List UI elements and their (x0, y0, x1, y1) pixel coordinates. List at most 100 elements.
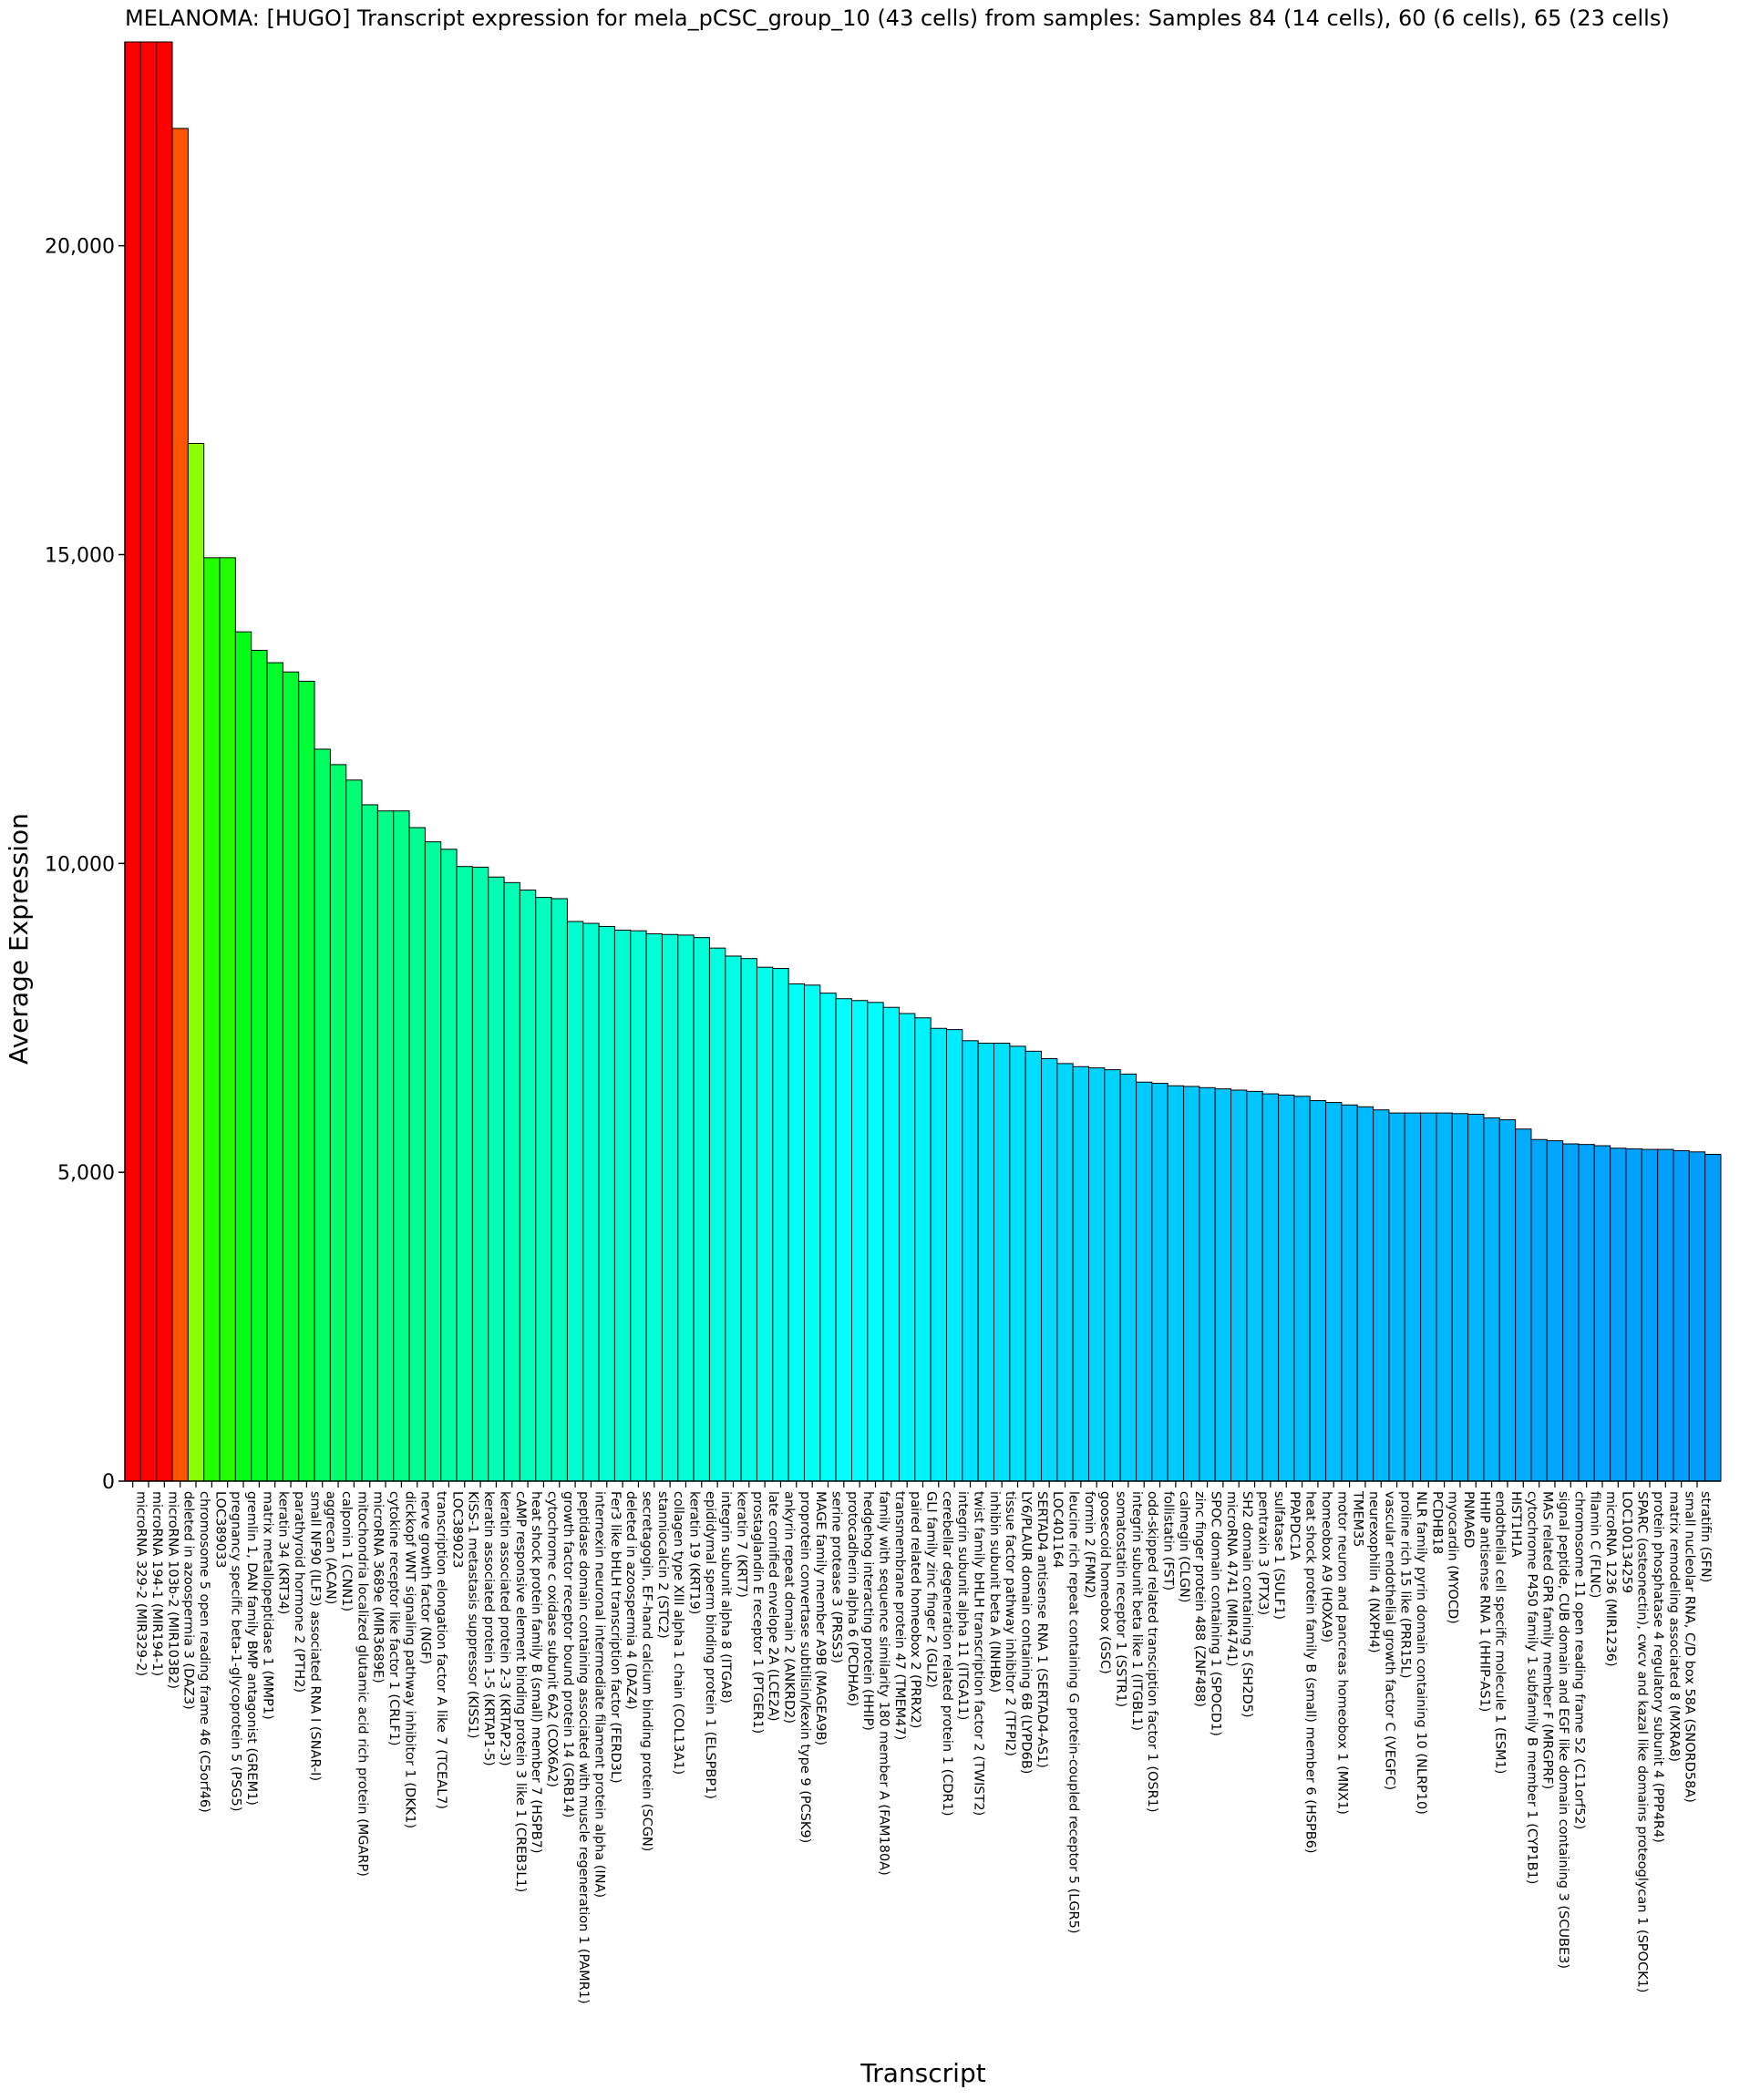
x-tick-label: LY6/PLAUR domain containing 6B (LYPD6B) (1019, 1491, 1034, 1774)
bar (1373, 1109, 1390, 1482)
x-tick-label: stratifin (SFN) (1698, 1491, 1713, 1582)
x-tick-label: collagen type XIII alpha 1 chain (COL13A… (671, 1491, 685, 1775)
x-tick-label: motor neuron and pancreas homeobox 1 (MN… (1334, 1491, 1349, 1815)
x-tick-label: family with sequence similarity 180 memb… (876, 1491, 890, 1876)
bar (566, 921, 584, 1482)
x-tick-label: pentraxin 3 (PTX3) (1256, 1491, 1271, 1615)
bar (598, 925, 615, 1482)
x-tick-label: Fer3 like bHLH transcription factor (FER… (608, 1491, 623, 1784)
x-tick-label: twist family bHLH transcription factor 2… (972, 1491, 986, 1816)
bar (1151, 1083, 1168, 1482)
bar (1673, 1149, 1690, 1482)
bar (1530, 1138, 1548, 1482)
bar (1546, 1140, 1564, 1482)
bar (1009, 1045, 1026, 1482)
x-tick-label: keratin 19 (KRT19) (686, 1491, 701, 1614)
x-tick-label: microRNA 1236 (MIR1236) (1603, 1491, 1618, 1667)
x-tick-label: follistatin (FST) (1161, 1491, 1176, 1590)
bar (345, 779, 363, 1482)
bar (424, 841, 442, 1482)
y-axis-ticks: 0 5,000 10,000 15,000 20,000 (45, 236, 125, 1494)
bar (946, 1029, 963, 1482)
bar (1214, 1088, 1232, 1482)
bar (1119, 1073, 1138, 1482)
bar (1230, 1089, 1248, 1482)
x-tick-label: inhibin subunit beta A (INHBA) (987, 1491, 1002, 1693)
x-tick-label: cytochrome c oxidase subunit 6A2 (COX6A2… (544, 1491, 559, 1787)
x-tick-label: PNMA6D (1461, 1491, 1476, 1548)
x-tick-label: transcription elongation factor A like 7… (434, 1491, 448, 1809)
bar (740, 958, 757, 1482)
x-tick-label: deleted in azoospermia 4 (DAZ4) (623, 1491, 638, 1710)
x-tick-label: integrin subunit alpha 11 (ITGA11) (955, 1491, 970, 1720)
x-tick-label: pregnancy specific beta-1-glycoprotein 5… (229, 1491, 243, 1812)
bar (1183, 1086, 1200, 1482)
bar (361, 804, 378, 1482)
x-tick-label: peptidase domain containing associated w… (576, 1491, 591, 2004)
bar (251, 650, 268, 1482)
y-tick-label: 0 (102, 1471, 115, 1494)
bars (124, 41, 1722, 1482)
y-tick-label: 15,000 (45, 544, 115, 567)
bar (456, 866, 473, 1482)
x-tick-label: parathyroid hormone 2 (PTH2) (292, 1491, 306, 1693)
y-axis-label: Average Expression (4, 813, 34, 1065)
bar (803, 984, 821, 1482)
x-tick-label: LOC389033 (212, 1491, 227, 1568)
x-tick-label: dickkopf WNT signaling pathway inhibitor… (402, 1491, 417, 1828)
bar (1688, 1151, 1706, 1482)
x-tick-label: zinc finger protein 488 (ZNF488) (1192, 1491, 1207, 1707)
bar (725, 955, 742, 1482)
bar (1704, 1154, 1722, 1482)
x-tick-label: SH2 domain containing 5 (SH2D5) (1240, 1491, 1254, 1718)
x-tick-label: aggrecan (ACAN) (324, 1491, 338, 1604)
bar (772, 968, 789, 1482)
bar (1309, 1100, 1327, 1482)
x-tick-label: epididymal sperm binding protein 1 (ELSP… (703, 1491, 717, 1799)
x-tick-label: late cornified envelope 2A (LCE2A) (766, 1491, 780, 1722)
bar (867, 1002, 884, 1482)
bar (124, 41, 141, 1482)
bar (1104, 1069, 1121, 1482)
bar (314, 748, 331, 1482)
bar (156, 41, 173, 1482)
x-tick-label: cytokine receptor like factor 1 (CRLF1) (386, 1491, 401, 1746)
x-tick-label: LOC389023 (449, 1491, 464, 1568)
x-tick-label: LOC401164 (1050, 1491, 1065, 1568)
x-tick-label: myocardin (MYOCD) (1446, 1491, 1460, 1624)
bar (582, 922, 600, 1482)
bar (756, 966, 774, 1482)
bar (329, 764, 347, 1482)
bar (1293, 1096, 1311, 1482)
bar (1515, 1128, 1532, 1482)
x-tick-label: somatostatin receptor 1 (SSTR1) (1114, 1491, 1128, 1707)
x-tick-label: keratin associated protein 1-5 (KRTAP1-5… (481, 1491, 496, 1766)
bar (1024, 1050, 1043, 1482)
bar (1136, 1081, 1153, 1482)
bar (234, 631, 252, 1482)
x-tick-label: internexin neuronal intermediate filamen… (592, 1491, 606, 1898)
x-tick-label: chromosome 5 open reading frame 46 (C5or… (197, 1491, 211, 1813)
x-tick-label: LOC100134259 (1619, 1491, 1633, 1593)
bar (1610, 1148, 1627, 1482)
bar (1388, 1112, 1405, 1482)
x-tick-label: gremlin 1, DAN family BMP antagonist (GR… (244, 1491, 259, 1806)
bar (930, 1027, 948, 1482)
x-tick-label: MAGE family member A9B (MAGEA9B) (813, 1491, 828, 1745)
x-tick-label: vascular endothelial growth factor C (VE… (1382, 1491, 1396, 1790)
x-tick-label: matrix remodeling associated 8 (MXRA8) (1666, 1491, 1681, 1762)
x-tick-label: sulfatase 1 (SULF1) (1271, 1491, 1286, 1620)
bar (1167, 1085, 1185, 1482)
x-tick-label: growth factor receptor bound protein 14 … (561, 1491, 575, 1817)
x-tick-label: microRNA 329-2 (MIR329-2) (134, 1491, 149, 1676)
bar (488, 876, 505, 1482)
bar (282, 671, 300, 1482)
x-tick-label: small nucleolar RNA, C/D box 58A (SNORD5… (1683, 1491, 1697, 1803)
x-tick-label: calmegin (CLGN) (1177, 1491, 1191, 1603)
x-tick-label: proline rich 15 like (PRR15L) (1398, 1491, 1413, 1679)
bar (914, 1017, 932, 1482)
x-tick-label: filamin C (FLNC) (1588, 1491, 1602, 1598)
x-tick-label: heat shock protein family B (small) memb… (529, 1491, 543, 1854)
bar (899, 1013, 916, 1482)
bar (1056, 1063, 1074, 1482)
